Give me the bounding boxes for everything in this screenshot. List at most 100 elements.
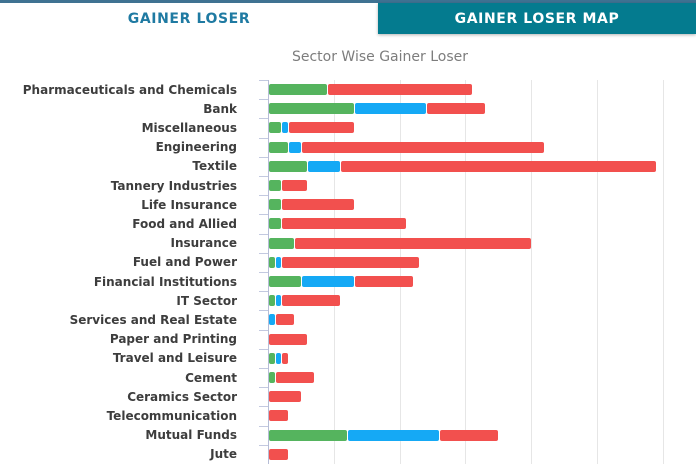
bar-segment-neutral[interactable]	[282, 122, 288, 134]
category-label: IT Sector	[176, 293, 237, 308]
bar-segment-gainer[interactable]	[269, 352, 275, 364]
value-gridline	[333, 80, 335, 464]
bar-segment-neutral[interactable]	[347, 429, 440, 441]
bar-segment-gainer[interactable]	[269, 276, 301, 287]
category-label: Miscellaneous	[141, 120, 237, 135]
stacked-bar	[269, 410, 289, 422]
stacked-bar	[269, 180, 308, 191]
category-label: Engineering	[155, 140, 237, 155]
axis-tick	[259, 444, 268, 446]
bar-segment-loser[interactable]	[275, 314, 295, 326]
bar-segment-gainer[interactable]	[269, 141, 288, 153]
tab-gainer-loser[interactable]: GAINER LOSER	[0, 3, 378, 34]
chart-row: Cement	[0, 368, 696, 387]
axis-tick	[259, 195, 268, 197]
bar-segment-gainer[interactable]	[269, 122, 282, 134]
stacked-bar	[269, 141, 545, 153]
chart-row: Miscellaneous	[0, 118, 696, 137]
category-label: Tannery Industries	[110, 178, 237, 193]
axis-tick	[259, 348, 268, 350]
category-label: Life Insurance	[141, 197, 237, 212]
stacked-bar	[269, 199, 355, 211]
bar-segment-loser[interactable]	[354, 276, 413, 287]
bar-segment-gainer[interactable]	[269, 237, 295, 249]
bar-segment-neutral[interactable]	[301, 276, 354, 287]
chart-row: Bank	[0, 99, 696, 118]
value-gridline	[465, 80, 467, 464]
bar-segment-loser[interactable]	[282, 256, 420, 268]
axis-tick	[259, 406, 268, 408]
stacked-bar	[269, 218, 407, 230]
bar-segment-loser[interactable]	[275, 372, 315, 383]
axis-tick	[259, 291, 268, 293]
stacked-bar	[269, 314, 295, 326]
bar-segment-gainer[interactable]	[269, 84, 328, 95]
bar-segment-loser[interactable]	[269, 391, 301, 403]
bar-segment-loser[interactable]	[341, 160, 657, 172]
bar-segment-gainer[interactable]	[269, 103, 354, 115]
bar-segment-loser[interactable]	[269, 448, 288, 460]
bar-segment-loser[interactable]	[282, 218, 407, 230]
axis-tick	[259, 310, 268, 312]
bar-segment-gainer[interactable]	[269, 372, 275, 383]
tab-gainer-loser-map[interactable]: GAINER LOSER MAP	[378, 3, 696, 34]
bar-segment-neutral[interactable]	[308, 160, 341, 172]
category-label: Insurance	[170, 236, 237, 251]
bar-segment-loser[interactable]	[288, 122, 354, 134]
category-label: Mutual Funds	[145, 428, 237, 443]
category-label: Pharmaceuticals and Chemicals	[22, 82, 237, 97]
stacked-bar	[269, 352, 289, 364]
chart-row: Life Insurance	[0, 195, 696, 214]
axis-tick	[259, 80, 268, 81]
chart-row: Paper and Printing	[0, 330, 696, 349]
bar-segment-loser[interactable]	[282, 180, 308, 191]
bar-segment-loser[interactable]	[301, 141, 545, 153]
bar-segment-neutral[interactable]	[275, 352, 282, 364]
category-label: Travel and Leisure	[112, 351, 237, 366]
bar-segment-neutral[interactable]	[354, 103, 426, 115]
stacked-bar	[269, 448, 289, 460]
bar-segment-gainer[interactable]	[269, 199, 282, 211]
bar-segment-loser[interactable]	[426, 103, 486, 115]
category-axis-line	[268, 80, 269, 464]
bar-segment-neutral[interactable]	[269, 314, 275, 326]
bar-segment-gainer[interactable]	[269, 160, 308, 172]
bar-segment-neutral[interactable]	[288, 141, 301, 153]
value-gridline	[531, 80, 533, 464]
stacked-bar	[269, 391, 302, 403]
chart-row: Travel and Leisure	[0, 349, 696, 368]
bar-segment-gainer[interactable]	[269, 180, 282, 191]
bar-segment-neutral[interactable]	[275, 295, 282, 307]
stacked-bar	[269, 160, 657, 172]
bar-segment-loser[interactable]	[440, 429, 499, 441]
bar-segment-loser[interactable]	[269, 410, 288, 422]
tab-gainer-loser-label: GAINER LOSER	[127, 10, 251, 27]
bar-segment-loser[interactable]	[282, 295, 341, 307]
bar-segment-gainer[interactable]	[269, 429, 347, 441]
stacked-bar	[269, 429, 499, 441]
bar-segment-loser[interactable]	[282, 352, 288, 364]
bar-segment-loser[interactable]	[328, 84, 472, 95]
bar-segment-loser[interactable]	[269, 333, 308, 345]
bar-segment-gainer[interactable]	[269, 218, 282, 230]
chart-title: Sector Wise Gainer Loser	[291, 49, 469, 65]
chart-row: Fuel and Power	[0, 253, 696, 272]
stacked-bar	[269, 103, 486, 115]
category-label: Food and Allied	[132, 216, 237, 231]
stacked-bar	[269, 84, 473, 95]
bar-segment-neutral[interactable]	[275, 256, 282, 268]
bar-segment-loser[interactable]	[282, 199, 354, 211]
chart-row: Financial Institutions	[0, 272, 696, 291]
bar-segment-loser[interactable]	[295, 237, 532, 249]
chart-row: Ceramics Sector	[0, 387, 696, 406]
bar-segment-gainer[interactable]	[269, 256, 275, 268]
category-label: Textile	[192, 159, 237, 174]
axis-tick	[259, 99, 268, 101]
stacked-bar	[269, 122, 355, 134]
axis-tick	[259, 137, 268, 139]
category-label: Financial Institutions	[93, 274, 237, 289]
bar-segment-gainer[interactable]	[269, 295, 275, 307]
axis-tick	[259, 233, 268, 235]
chart-row: Telecommunication	[0, 406, 696, 425]
